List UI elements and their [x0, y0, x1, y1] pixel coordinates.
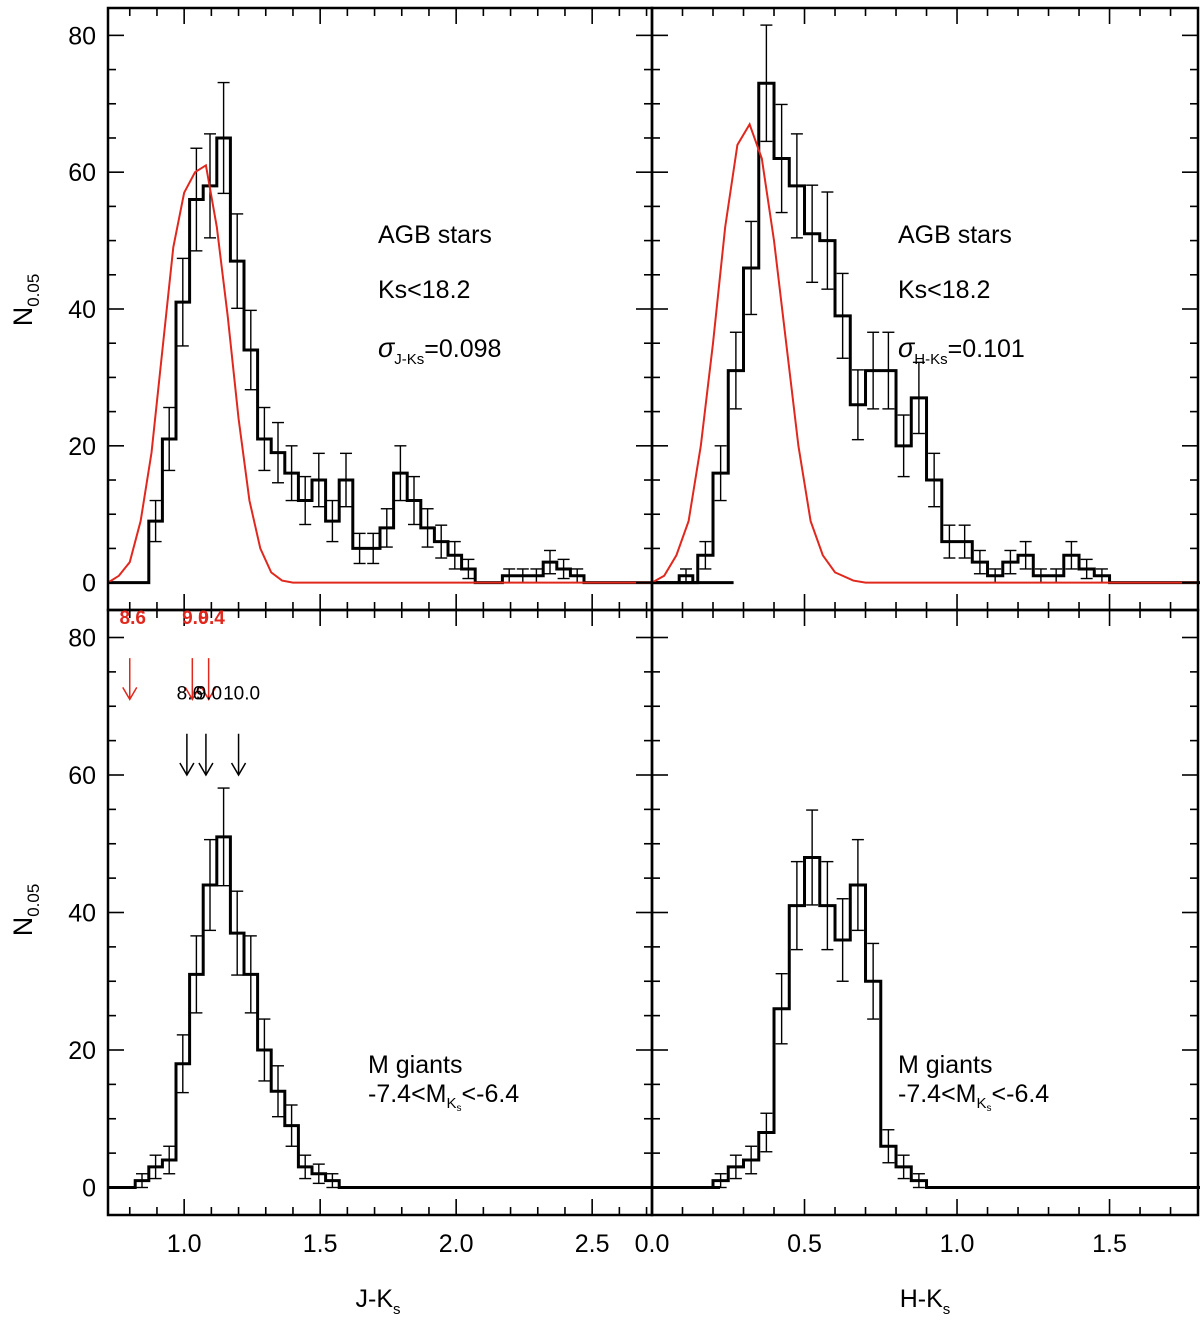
- br-annot-range: -7.4<MKs<-6.4: [898, 1080, 1049, 1114]
- y-label-top: N0.05: [8, 274, 43, 327]
- x-label-left: J-Ks: [356, 1285, 401, 1318]
- bottom_left-y-tick-label: 20: [68, 1037, 96, 1065]
- br-range-post: <-6.4: [992, 1080, 1050, 1108]
- top_right-frame: [650, 6, 1200, 612]
- top_left-panel: 0 20 40 60 80: [68, 6, 734, 612]
- top_left-y-tick-label: 20: [68, 433, 96, 461]
- bottom_right-x-tick-label: 0.0: [635, 1230, 670, 1258]
- bottom_left-y-tick-label: 60: [68, 762, 96, 790]
- tr-annot-sigma: σH-Ks=0.101: [898, 333, 1025, 368]
- br-range-sub1: K: [977, 1095, 987, 1112]
- bottom_left-arrow-head: [200, 686, 217, 701]
- bottom_left-x-tick-label: 1.5: [303, 1230, 338, 1258]
- bottom_left-arrow-label: 10.0: [223, 683, 260, 704]
- bottom_left-arrow-head: [184, 686, 200, 701]
- x-label-left-sub: s: [393, 1301, 401, 1318]
- bottom_left-x-tick-label: 1.0: [167, 1230, 202, 1258]
- top_left-y-tick-label: 0: [82, 570, 96, 598]
- bottom_right-frame: [650, 608, 1200, 1217]
- bottom_left-arrow-label: 8.6: [120, 608, 146, 629]
- bottom_left-y-tick-label: 40: [68, 900, 96, 928]
- bottom_left-arrow-head: [230, 762, 247, 777]
- y-label-bottom-main: N: [8, 917, 38, 937]
- tr-annot-ks: Ks<18.2: [898, 276, 990, 304]
- bottom_left-arrow-label: 9.4: [198, 608, 225, 629]
- tr-annot-agb: AGB stars: [898, 221, 1012, 249]
- bottom_left-arrow-head: [179, 762, 195, 777]
- bl-range-pre: -7.4<M: [368, 1080, 447, 1108]
- bottom_left-x-tick-label: 2.5: [575, 1230, 610, 1258]
- x-label-left-main: J-K: [356, 1285, 394, 1313]
- tr-sigma-value: =0.101: [948, 335, 1025, 363]
- tr-sigma-symbol: σ: [898, 333, 916, 363]
- top_left-gaussian-fit: [107, 163, 652, 584]
- top_left-y-tick-label: 80: [68, 22, 96, 50]
- bottom_left-x-tick-label: 2.0: [439, 1230, 474, 1258]
- top_right-histogram-line: [652, 81, 1200, 585]
- x-label-right: H-Ks: [900, 1285, 951, 1318]
- x-label-right-sub: s: [943, 1301, 951, 1318]
- bottom_right-x-tick-label: 1.5: [1092, 1230, 1127, 1258]
- br-range-pre: -7.4<M: [898, 1080, 977, 1108]
- bl-annot-range: -7.4<MKs<-6.4: [368, 1080, 519, 1114]
- top_right-panel: [650, 6, 1200, 612]
- y-label-top-sub: 0.05: [24, 274, 43, 307]
- bl-range-sub2: s: [457, 1103, 462, 1114]
- tl-sigma-value: =0.098: [424, 335, 501, 363]
- top_left-y-tick-label: 40: [68, 296, 96, 324]
- top_left-y-tick-label: 60: [68, 159, 96, 187]
- top_left-frame: [106, 6, 654, 612]
- bottom_left-arrow-label: 9.0: [182, 608, 208, 629]
- bottom_left-arrow-head: [122, 686, 138, 701]
- tl-annot-ks: Ks<18.2: [378, 276, 470, 304]
- tl-sigma-symbol: σ: [378, 333, 396, 363]
- bl-range-sub1: K: [447, 1095, 457, 1112]
- bl-range-post: <-6.4: [462, 1080, 520, 1108]
- y-label-bottom: N0.05: [8, 884, 43, 937]
- top_right-gaussian-fit: [651, 121, 1198, 584]
- br-range-sub2: s: [987, 1103, 992, 1114]
- bottom_right-x-tick-label: 0.5: [787, 1230, 822, 1258]
- tr-sigma-sub: H-Ks: [914, 351, 947, 368]
- bottom_right-histogram-line: [652, 856, 1200, 1189]
- bottom_left-arrow-label: 8.6: [177, 683, 203, 704]
- bottom_left-arrow-head: [198, 762, 214, 777]
- tl-annot-agb: AGB stars: [378, 221, 492, 249]
- tl-sigma-sub: J-Ks: [394, 351, 424, 368]
- x-label-right-main: H-K: [900, 1285, 943, 1313]
- tl-annot-sigma: σJ-Ks=0.098: [378, 333, 501, 368]
- bottom_right-x-tick-label: 1.0: [940, 1230, 975, 1258]
- bottom_left-arrow-label: 9.0: [196, 683, 222, 704]
- br-annot-mgiants: M giants: [898, 1051, 992, 1079]
- bottom_left-y-tick-label: 80: [68, 625, 96, 653]
- bottom_left-y-tick-label: 0: [82, 1175, 96, 1203]
- bl-annot-mgiants: M giants: [368, 1051, 462, 1079]
- y-label-bottom-sub: 0.05: [24, 884, 43, 917]
- y-label-top-main: N: [8, 307, 38, 327]
- bottom_right-panel: 0.0 0.5 1.0 1.5: [635, 608, 1200, 1258]
